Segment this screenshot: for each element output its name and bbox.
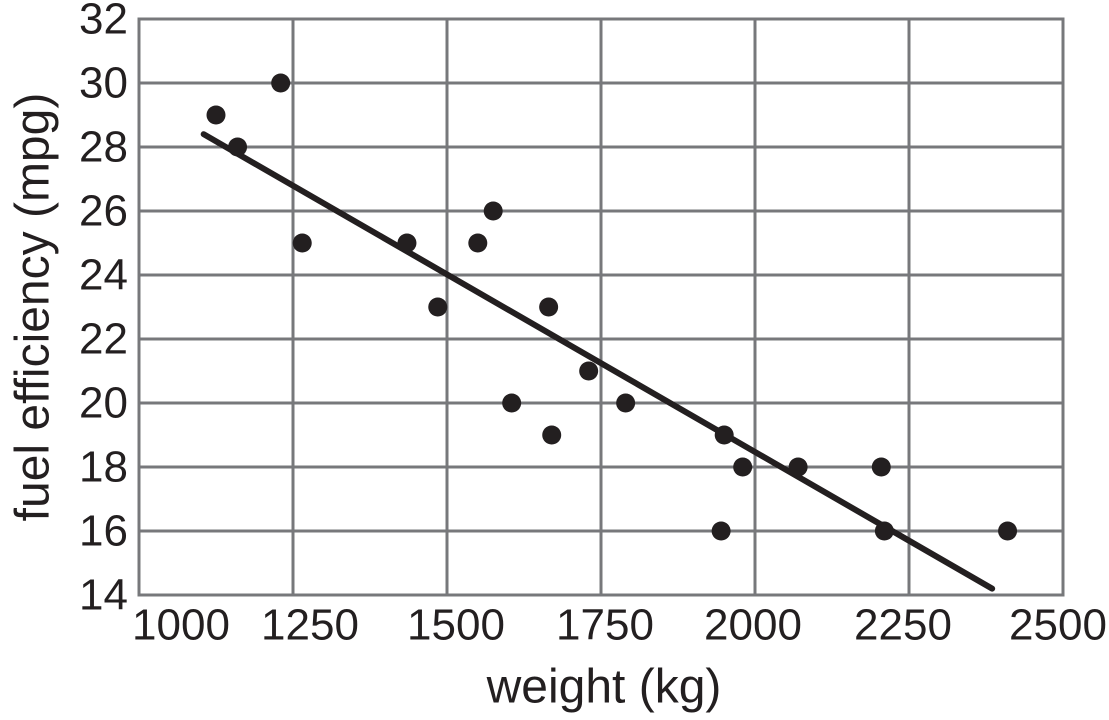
y-tick-label: 14: [79, 571, 128, 620]
data-points: [206, 73, 1018, 541]
data-point: [483, 201, 503, 221]
data-point: [998, 521, 1018, 541]
x-axis-title: weight (kg): [486, 661, 722, 714]
plot-border: [137, 17, 1065, 597]
y-tick-label: 26: [79, 187, 128, 236]
data-point: [292, 233, 312, 253]
x-tick-label: 2000: [704, 601, 802, 650]
y-tick-label: 18: [79, 443, 128, 492]
data-point: [206, 105, 226, 125]
x-tick-label: 2500: [1009, 601, 1107, 650]
data-point: [871, 457, 891, 477]
x-tick-label: 1000: [132, 601, 230, 650]
data-point: [542, 425, 562, 445]
data-point: [874, 521, 894, 541]
gridlines: [137, 17, 1065, 597]
data-point: [228, 137, 248, 157]
data-point: [711, 521, 731, 541]
y-tick-label: 24: [79, 251, 128, 300]
data-point: [397, 233, 417, 253]
data-point: [539, 297, 559, 317]
data-point: [733, 457, 753, 477]
y-tick-label: 32: [79, 0, 128, 44]
x-tick-labels: 1000 1250 1500 1750 2000 2250 2500: [132, 601, 1107, 650]
x-tick-label: 1750: [556, 601, 654, 650]
data-point: [616, 393, 636, 413]
y-tick-label: 22: [79, 315, 128, 364]
y-tick-label: 30: [79, 59, 128, 108]
x-tick-label: 1500: [407, 601, 505, 650]
y-tick-label: 20: [79, 379, 128, 428]
data-point: [271, 73, 291, 93]
data-point: [502, 393, 522, 413]
data-point: [788, 457, 808, 477]
y-tick-label: 28: [79, 123, 128, 172]
trend-line: [200, 131, 996, 592]
y-axis-title: fuel efficiency (mpg): [7, 93, 60, 522]
y-tick-label: 16: [79, 507, 128, 556]
y-tick-labels: 14 16 18 20 22 24 26 28 30 32: [79, 0, 128, 620]
x-tick-label: 1250: [261, 601, 359, 650]
data-point: [428, 297, 448, 317]
x-tick-label: 2250: [854, 601, 952, 650]
data-point: [714, 425, 734, 445]
data-point: [579, 361, 599, 381]
data-point: [468, 233, 488, 253]
